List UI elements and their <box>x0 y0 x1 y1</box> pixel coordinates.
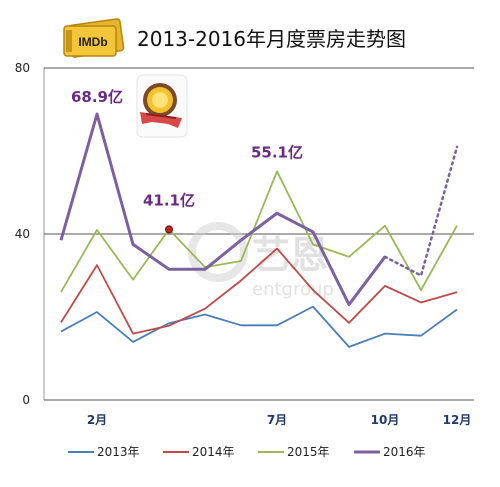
entgroup-watermark: 艺恩 entgroup <box>188 222 334 300</box>
medal-icon <box>136 74 188 138</box>
legend-item: 2014年 <box>163 445 235 459</box>
svg-text:艺恩: 艺恩 <box>252 233 328 277</box>
legend-item: 2015年 <box>258 445 330 459</box>
series-line-2016年 <box>59 112 387 307</box>
x-tick-label: 2月 <box>87 413 107 427</box>
legend-item: 2013年 <box>68 445 140 459</box>
series-line-2014年 <box>60 247 458 335</box>
y-tick-labels: 0 40 80 <box>15 61 30 407</box>
series-line-2015年 <box>60 170 458 293</box>
x-tick-label: 10月 <box>371 413 400 427</box>
annotation-label: 55.1亿 <box>251 143 303 161</box>
legend-label: 2016年 <box>383 445 426 459</box>
series-layer <box>59 112 459 348</box>
imdb-logo: IMDb <box>63 18 125 58</box>
series-projection-2016年 <box>383 145 459 278</box>
annotation-label: 68.9亿 <box>71 88 123 106</box>
chart-title: 2013-2016年月度票房走势图 <box>137 27 406 51</box>
x-tick-label: 12月 <box>443 413 472 427</box>
legend-label: 2014年 <box>192 445 235 459</box>
x-tick-labels: 2月 7月 10月 12月 <box>87 413 472 427</box>
legend-item: 2016年 <box>354 445 426 459</box>
x-tick-label: 7月 <box>267 413 287 427</box>
series-line-2013年 <box>60 305 458 348</box>
y-tick-label: 0 <box>22 393 30 407</box>
legend-label: 2015年 <box>287 445 330 459</box>
y-tick-label: 40 <box>15 227 30 241</box>
svg-text:entgroup: entgroup <box>252 279 334 300</box>
y-tick-label: 80 <box>15 61 30 75</box>
imdb-logo-text: IMDb <box>78 35 107 49</box>
annotation-label: 41.1亿 <box>143 191 195 209</box>
legend: 2013年 2014年 2015年 2016年 <box>68 445 426 459</box>
legend-label: 2013年 <box>97 445 140 459</box>
highlight-point <box>165 225 173 234</box>
annotations: 68.9亿 41.1亿 55.1亿 <box>71 88 303 209</box>
